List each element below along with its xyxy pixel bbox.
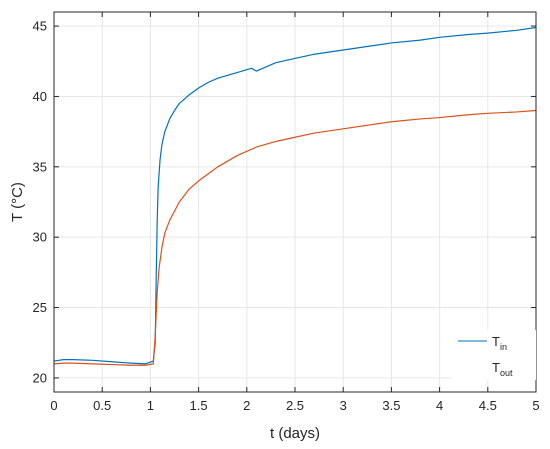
x-tick-labels: 0 0.5 1 1.5 2 2.5 3 3.5 4 4.5 5 <box>50 398 539 413</box>
legend: Tin Tout <box>452 330 536 380</box>
x-tick-label: 0.5 <box>93 398 111 413</box>
x-tick-label: 3.5 <box>382 398 400 413</box>
y-tick-label: 20 <box>33 370 47 385</box>
legend-box <box>452 330 536 380</box>
series-line-t-in <box>53 26 537 365</box>
series-line-t-out <box>53 109 537 366</box>
y-tick-label: 25 <box>33 300 47 315</box>
x-tick-label: 2.5 <box>286 398 304 413</box>
y-tick-label: 30 <box>33 230 47 245</box>
legend-label-t-in: Tin <box>492 334 507 352</box>
x-tick-label: 1.5 <box>190 398 208 413</box>
x-axis-label: t (days) <box>270 425 320 442</box>
y-tick-label: 45 <box>33 19 47 34</box>
legend-label-t-out: Tout <box>492 360 513 378</box>
x-tick-label: 2 <box>243 398 250 413</box>
x-tick-label: 4.5 <box>479 398 497 413</box>
x-tick-label: 0 <box>50 398 57 413</box>
data-series <box>53 26 537 366</box>
x-tick-label: 5 <box>532 398 539 413</box>
y-tick-labels: 20 25 30 35 40 45 <box>33 19 47 386</box>
x-tick-label: 3 <box>340 398 347 413</box>
x-tick-label: 4 <box>436 398 443 413</box>
y-axis-label: T (°C) <box>9 182 26 222</box>
y-tick-label: 40 <box>33 89 47 104</box>
x-tick-label: 1 <box>147 398 154 413</box>
y-tick-label: 35 <box>33 159 47 174</box>
